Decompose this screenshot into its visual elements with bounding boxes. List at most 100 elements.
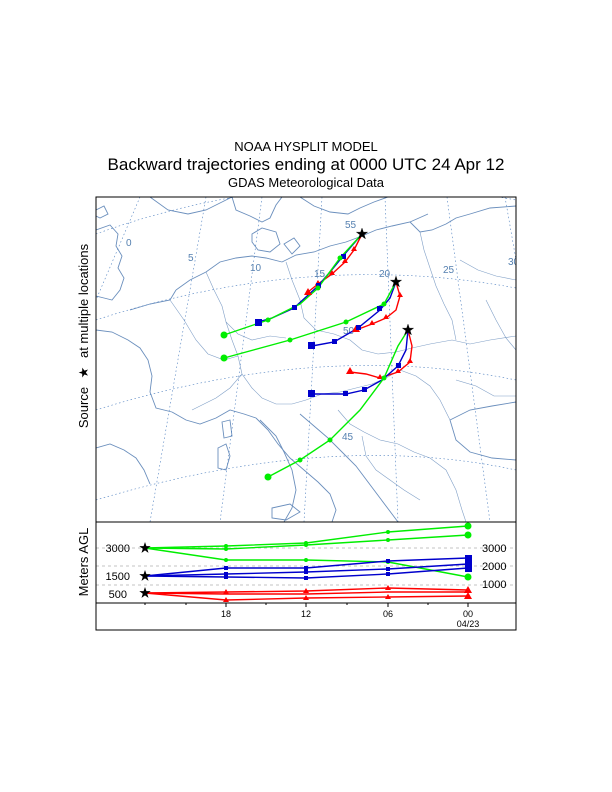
time-axis-ticks	[144, 603, 469, 607]
map-area: 0 5 10 15 20 25 30 55 50 45	[96, 197, 520, 522]
lon-label: 10	[250, 263, 262, 274]
lon-label: 25	[443, 265, 455, 276]
marker-1500m	[308, 342, 315, 349]
source-star-icon	[401, 323, 415, 336]
time-tick-00: 00	[463, 609, 473, 619]
marker-3000m	[297, 457, 303, 463]
marker-500m	[385, 594, 391, 599]
lon-label: 30	[508, 257, 520, 268]
model-title: NOAA HYSPLIT MODEL	[234, 139, 378, 154]
marker-1500m	[465, 565, 472, 572]
marker-1500m	[224, 566, 228, 570]
ylabel-source: Source	[76, 387, 91, 428]
ylabel-star-icon: ★	[76, 367, 91, 379]
marker-1500m	[386, 567, 390, 571]
marker-500m	[464, 586, 472, 593]
marker-1500m	[304, 566, 308, 570]
marker-3000m	[381, 301, 387, 307]
marker-500m	[303, 595, 309, 600]
marker-500m	[303, 588, 309, 593]
trajectory-markers	[220, 227, 415, 481]
graticule-labels: 0 5 10 15 20 25 30 55 50 45	[126, 220, 520, 443]
marker-1500m	[362, 387, 367, 392]
marker-1500m	[386, 572, 390, 576]
marker-3000m	[264, 473, 272, 481]
height-panel: 3000 1500 500 3000 2000 1000 Meters AGL	[76, 521, 517, 604]
left-tick-500: 500	[109, 589, 127, 601]
left-tick-3000: 3000	[106, 543, 130, 555]
marker-3000m	[220, 354, 228, 362]
trajectory-s3-3000m	[267, 329, 409, 478]
marker-500m	[346, 367, 354, 374]
lon-label: 20	[379, 269, 391, 280]
marker-3000m	[224, 544, 228, 548]
height-markers	[139, 522, 472, 602]
time-axis-labels: 18 12 06 00 04/23	[221, 609, 479, 629]
lon-label: 15	[314, 269, 326, 280]
source-star-icon	[389, 275, 403, 288]
marker-1500m	[304, 576, 308, 580]
country-borders	[169, 231, 516, 522]
height-ylabel: Meters AGL	[76, 528, 91, 597]
marker-500m	[329, 270, 335, 275]
marker-500m	[369, 320, 375, 325]
time-tick-12: 12	[301, 609, 311, 619]
right-tick-3000: 3000	[482, 543, 506, 555]
time-tick-06: 06	[383, 609, 393, 619]
marker-500m	[385, 585, 391, 590]
lon-label: 0	[126, 238, 132, 249]
marker-3000m	[464, 531, 472, 539]
marker-500m	[407, 358, 413, 363]
marker-1500m	[396, 363, 401, 368]
marker-500m	[342, 258, 348, 263]
coastlines	[96, 197, 516, 522]
marker-3000m	[287, 337, 293, 343]
marker-3000m	[224, 558, 228, 562]
marker-1500m	[224, 575, 228, 579]
marker-500m	[223, 589, 229, 594]
marker-1500m	[332, 339, 337, 344]
trajectory-s3-1500m	[312, 329, 409, 395]
lon-label: 5	[188, 253, 194, 264]
marker-1500m	[377, 306, 382, 311]
trajectory-s2-1500m	[311, 281, 397, 347]
svg-text:Source ★ at multip: Source ★ at multiple locations	[76, 243, 91, 428]
marker-3000m	[327, 437, 333, 443]
marker-1500m	[465, 555, 472, 562]
marker-3000m	[386, 538, 390, 542]
start-star-icon	[139, 570, 151, 581]
height-s2-500m	[144, 591, 468, 595]
marker-500m	[397, 292, 403, 297]
marker-3000m	[381, 375, 387, 381]
time-tick-18: 18	[221, 609, 231, 619]
marker-1500m	[308, 390, 315, 397]
marker-1500m	[341, 254, 346, 259]
lat-label: 45	[342, 432, 354, 443]
start-star-icon	[139, 587, 151, 598]
marker-1500m	[304, 570, 308, 574]
trajectory-subtitle: Backward trajectories ending at 0000 UTC…	[107, 155, 505, 174]
height-axis-labels: 3000 1500 500 3000 2000 1000	[106, 543, 507, 601]
graticule	[96, 197, 516, 522]
marker-3000m	[265, 317, 271, 323]
marker-3000m	[464, 573, 472, 581]
marker-500m	[383, 314, 389, 319]
marker-3000m	[464, 522, 472, 530]
marker-3000m	[220, 331, 228, 339]
marker-3000m	[315, 285, 321, 291]
marker-1500m	[343, 391, 348, 396]
marker-1500m	[316, 283, 321, 288]
marker-3000m	[343, 319, 349, 325]
met-data-label: GDAS Meteorological Data	[227, 175, 385, 190]
marker-500m	[304, 288, 312, 295]
source-star-icon	[355, 227, 369, 240]
marker-500m	[351, 246, 357, 251]
trajectory-s1-1500m	[257, 233, 363, 323]
marker-1500m	[356, 325, 361, 330]
height-ylabel-text: Meters AGL	[76, 528, 91, 597]
lat-label: 50	[343, 326, 355, 337]
map-ylabel: Source ★ at multiple locations	[76, 243, 91, 428]
map-frame	[95, 196, 517, 523]
marker-3000m	[304, 558, 308, 562]
